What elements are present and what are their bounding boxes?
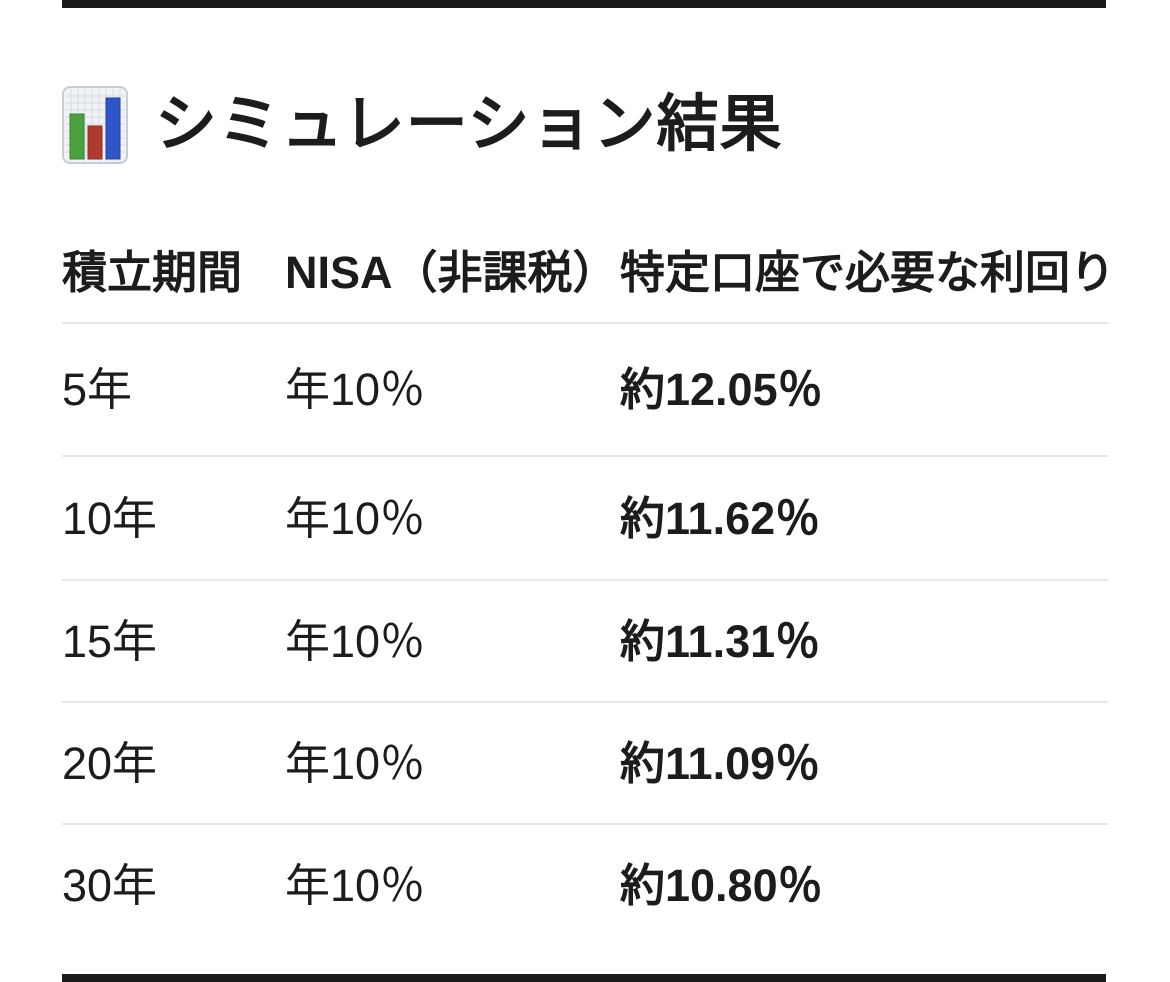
table-row: 30年 年10％ 約10.80％ [62,825,1108,945]
cell-nisa-rate: 年10％ [285,859,426,911]
cell-period: 30年 [62,859,158,911]
table-header-row: 積立期間 NISA（非課税） 特定口座で必要な利回り [62,247,1115,298]
row-divider [62,455,1108,457]
cell-required-yield: 約10.80％ [620,859,823,911]
cell-nisa-rate: 年10％ [285,492,426,544]
column-header-required-yield: 特定口座で必要な利回り [620,247,1116,298]
table-row: 5年 年10％ 約12.05％ [62,324,1108,455]
table-row: 10年 年10％ 約11.62％ [62,457,1108,579]
cell-nisa-rate: 年10％ [285,615,426,667]
cell-required-yield: 約11.09％ [620,737,821,789]
cell-required-yield: 約12.05％ [620,364,823,415]
cell-nisa-rate: 年10％ [285,737,426,789]
cell-required-yield: 約11.31％ [620,615,821,667]
cell-nisa-rate: 年10％ [285,364,426,415]
top-app-strip [62,0,1106,8]
cell-period: 10年 [62,492,158,544]
row-divider [62,823,1108,825]
row-divider [62,322,1108,324]
bottom-app-strip [62,974,1106,982]
bar-chart-icon [62,86,128,164]
table-row: 15年 年10％ 約11.31％ [62,581,1108,701]
cell-period: 15年 [62,615,158,667]
cell-required-yield: 約11.62％ [620,492,821,544]
cell-period: 5年 [62,364,133,415]
row-divider [62,579,1108,581]
row-divider [62,701,1108,703]
page-title: シミュレーション結果 [155,90,783,159]
title-row: シミュレーション結果 [62,86,783,164]
column-header-nisa: NISA（非課税） [285,247,618,298]
cell-period: 20年 [62,737,158,789]
table-row: 20年 年10％ 約11.09％ [62,703,1108,823]
column-header-period: 積立期間 [62,247,243,298]
